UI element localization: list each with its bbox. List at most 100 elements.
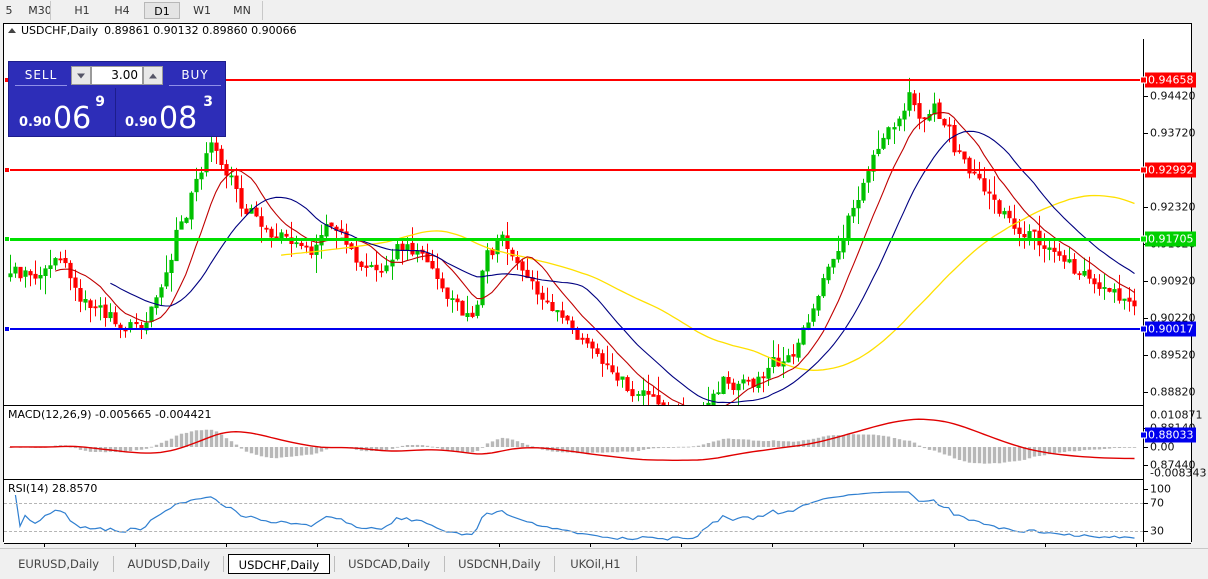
toolbar-separator [262, 1, 263, 20]
macd-tick-label: 0.010871 [1150, 408, 1203, 422]
horizontal-level-green[interactable] [4, 238, 1143, 241]
rsi-tick [1144, 489, 1148, 490]
chart-ohlc-values: 0.89861 0.90132 0.89860 0.90066 [104, 24, 297, 37]
chevron-down-icon [77, 73, 85, 78]
date-tick [44, 543, 45, 547]
price-tick-label: 0.89520 [1150, 348, 1196, 362]
level-handle-red[interactable] [1140, 166, 1147, 174]
timeframe-m30[interactable]: M30 [28, 4, 52, 17]
price-tick [1144, 207, 1148, 208]
chart-tab-eurusd[interactable]: EURUSD,Daily [18, 557, 100, 571]
date-tick [590, 543, 591, 547]
macd-plot [8, 418, 1137, 464]
level-handle-blue[interactable] [1140, 325, 1147, 333]
price-level-label-red[interactable]: 0.94658 [1145, 72, 1196, 88]
rsi-tick-label: 30 [1150, 524, 1164, 538]
sell-price-display[interactable]: 0.90 06 9 [11, 88, 116, 136]
tab-separator [223, 556, 225, 572]
pane-gap-1 [4, 406, 1143, 407]
level-handle-red[interactable] [1140, 76, 1147, 84]
sell-button[interactable]: SELL [15, 65, 67, 86]
trade-controls-row: SELL 3.00 BUY [9, 62, 225, 88]
horizontal-level-blue[interactable] [4, 328, 1143, 330]
collapse-triangle-icon[interactable] [8, 28, 16, 33]
price-tick [1144, 318, 1148, 319]
price-tick-label: 0.92320 [1150, 200, 1196, 214]
level-anchor-blue[interactable] [4, 326, 10, 332]
timeframe-d1-selected[interactable]: D1 [144, 2, 180, 19]
level-anchor-green[interactable] [4, 236, 10, 242]
rsi-label: RSI(14) 28.8570 [8, 482, 101, 495]
sell-price-fraction: 9 [95, 94, 105, 110]
date-axis-line [4, 543, 1191, 544]
date-tick [135, 543, 136, 547]
price-level-label-blue[interactable]: 0.88033 [1145, 427, 1196, 443]
buy-price-fraction: 3 [203, 94, 213, 110]
chart-tab-usdcad[interactable]: USDCAD,Daily [348, 557, 431, 571]
one-click-trading-panel[interactable]: SELL 3.00 BUY 0.90 06 9 0.90 08 3 [8, 61, 226, 137]
tab-separator [113, 556, 115, 572]
date-tick [317, 543, 318, 547]
chart-tab-usdcnh[interactable]: USDCNH,Daily [458, 557, 541, 571]
tab-separator [635, 556, 637, 572]
chart-tab-bar: EURUSD,Daily AUDUSD,Daily USDCHF,Daily USDC… [0, 548, 1208, 579]
level-handle-blue[interactable] [1140, 431, 1147, 439]
rsi-plot [14, 491, 1135, 541]
chart-window: USDCHF,Daily 0.89861 0.90132 0.89860 0.90… [0, 21, 1208, 559]
toolbar-separator [50, 1, 51, 20]
price-tick-label: 0.87440 [1150, 458, 1196, 472]
buy-button[interactable]: BUY [169, 65, 221, 86]
volume-increment-button[interactable] [143, 66, 163, 85]
macd-tick-label: 0.00 [1150, 440, 1175, 454]
tab-separator [443, 556, 445, 572]
rsi-tick-label: 100 [1150, 482, 1171, 496]
price-pane[interactable] [4, 39, 1143, 405]
pane-gap-2 [4, 480, 1143, 481]
tab-separator [554, 556, 555, 572]
pane-divider-2 [4, 479, 1143, 480]
rsi-tick [1144, 503, 1148, 504]
date-tick [954, 543, 955, 547]
macd-pane[interactable]: MACD(12,26,9) -0.005665 -0.004421 [4, 407, 1143, 479]
price-scale[interactable]: 0.944200.937200.923200.916200.909200.902… [1143, 39, 1206, 542]
date-tick [681, 543, 682, 547]
buy-price-display[interactable]: 0.90 08 3 [119, 88, 223, 136]
level-anchor-red[interactable] [4, 167, 10, 173]
price-tick [1144, 355, 1148, 356]
level-handle-green[interactable] [1140, 235, 1147, 243]
rsi-tick [1144, 531, 1148, 532]
sell-price-prefix: 0.90 [19, 115, 52, 130]
buy-price-main: 08 [159, 101, 198, 136]
rsi-grid-70 [4, 503, 1143, 504]
price-tick [1144, 133, 1148, 134]
volume-input[interactable]: 3.00 [91, 66, 143, 85]
macd-tick [1144, 447, 1148, 448]
sell-price-main: 06 [53, 101, 92, 136]
volume-decrement-button[interactable] [71, 66, 91, 85]
horizontal-level-red[interactable] [4, 169, 1143, 171]
price-level-label-red[interactable]: 0.92992 [1145, 162, 1196, 178]
timeframe-w1[interactable]: W1 [193, 4, 211, 17]
timeframe-h4[interactable]: H4 [114, 4, 130, 17]
timeframe-mn[interactable]: MN [233, 4, 251, 17]
timeframe-h1[interactable]: H1 [74, 4, 90, 17]
chart-frame: USDCHF,Daily 0.89861 0.90132 0.89860 0.90… [3, 23, 1206, 559]
date-tick [226, 543, 227, 547]
price-tick [1144, 465, 1148, 466]
rsi-pane[interactable]: RSI(14) 28.8570 [4, 481, 1143, 543]
timeframe-5[interactable]: 5 [5, 4, 13, 17]
chart-tab-usdchf[interactable]: USDCHF,Daily [228, 554, 330, 574]
date-tick [863, 543, 864, 547]
tab-separator [333, 556, 335, 572]
price-level-label-blue[interactable]: 0.90017 [1145, 321, 1196, 337]
price-tick [1144, 96, 1148, 97]
chart-tab-ukoil[interactable]: UKOil,H1 [570, 557, 621, 571]
date-tick [1045, 543, 1046, 547]
chart-tab-audusd[interactable]: AUDUSD,Daily [127, 557, 211, 571]
price-level-label-green[interactable]: 0.91705 [1145, 231, 1196, 247]
chevron-up-icon [149, 73, 157, 78]
rsi-tick-label: 70 [1150, 496, 1164, 510]
price-tick-label: 0.94420 [1150, 89, 1196, 103]
horizontal-level-red[interactable] [4, 79, 1143, 81]
date-tick [1136, 543, 1137, 547]
